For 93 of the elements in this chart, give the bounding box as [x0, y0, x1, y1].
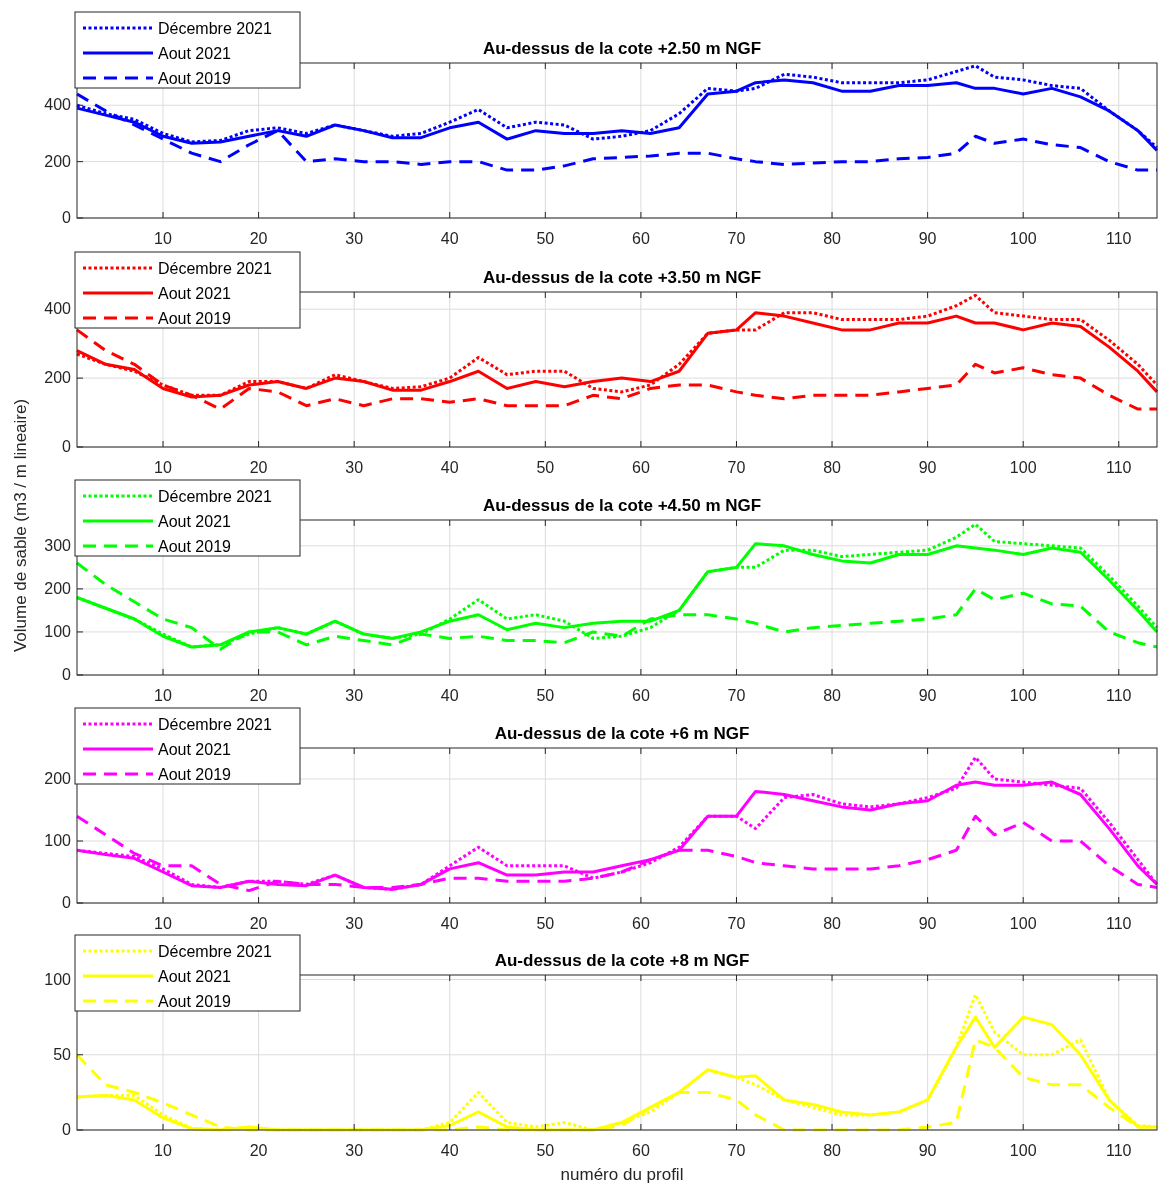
legend-label: Aout 2021: [158, 513, 232, 530]
x-tick-label: 20: [249, 459, 268, 476]
y-tick-label: 0: [62, 209, 72, 226]
y-tick-label: 100: [44, 832, 72, 849]
legend-label: Aout 2021: [158, 968, 232, 985]
legend-label: Décembre 2021: [158, 488, 272, 505]
legend-label: Décembre 2021: [158, 716, 272, 733]
x-tick-label: 70: [727, 459, 746, 476]
x-tick-label: 40: [440, 459, 459, 476]
x-tick-label: 110: [1106, 230, 1132, 247]
x-tick-label: 10: [154, 1142, 173, 1159]
y-axis-title: Volume de sable (m3 / m lineaire): [11, 398, 30, 653]
y-tick-label: 400: [44, 96, 72, 114]
legend-label: Décembre 2021: [158, 260, 272, 277]
x-tick-label: 20: [249, 1142, 268, 1159]
x-tick-label: 60: [632, 459, 650, 476]
y-tick-label: 0: [62, 1121, 72, 1138]
x-tick-label: 60: [632, 230, 650, 247]
x-tick-label: 90: [918, 459, 937, 476]
x-tick-label: 40: [440, 230, 459, 247]
y-tick-label: 200: [44, 579, 72, 597]
x-tick-label: 40: [440, 915, 459, 932]
x-tick-label: 10: [154, 230, 173, 247]
legend-label: Aout 2021: [158, 45, 232, 62]
y-tick-label: 0: [62, 666, 72, 683]
y-tick-label: 200: [44, 770, 72, 787]
x-tick-label: 60: [632, 915, 650, 932]
y-tick-label: 50: [53, 1045, 72, 1063]
x-tick-label: 90: [918, 687, 937, 704]
x-tick-label: 90: [918, 915, 937, 932]
legend-label: Aout 2019: [158, 70, 232, 87]
x-tick-label: 70: [727, 230, 746, 247]
x-tick-label: 110: [1106, 1142, 1132, 1159]
x-tick-label: 10: [154, 459, 173, 476]
chart-title: Au-dessus de la cote +6 m NGF: [494, 724, 750, 743]
x-tick-label: 50: [536, 230, 555, 247]
x-tick-label: 70: [727, 1142, 746, 1159]
chart-title: Au-dessus de la cote +4.50 m NGF: [482, 496, 762, 515]
y-tick-label: 100: [44, 970, 72, 988]
y-tick-label: 100: [44, 622, 72, 640]
y-tick-label: 400: [44, 300, 72, 318]
legend-label: Décembre 2021: [158, 943, 272, 960]
legend-label: Décembre 2021: [158, 20, 272, 37]
x-tick-label: 100: [1009, 230, 1037, 247]
x-tick-label: 70: [727, 915, 746, 932]
x-tick-label: 90: [918, 1142, 937, 1159]
legend-label: Aout 2021: [158, 741, 232, 758]
x-tick-label: 60: [632, 687, 650, 704]
y-tick-label: 200: [44, 369, 72, 387]
x-tick-label: 110: [1106, 687, 1132, 704]
x-tick-label: 80: [823, 230, 842, 247]
chart-title: Au-dessus de la cote +8 m NGF: [494, 951, 750, 970]
x-tick-label: 70: [727, 687, 746, 704]
y-tick-label: 0: [62, 438, 72, 455]
legend-label: Aout 2019: [158, 993, 232, 1010]
x-tick-label: 30: [345, 230, 364, 247]
x-tick-label: 50: [536, 687, 555, 704]
x-tick-label: 10: [154, 687, 173, 704]
chart-title: Au-dessus de la cote +3.50 m NGF: [482, 268, 762, 287]
x-tick-label: 90: [918, 230, 937, 247]
x-tick-label: 100: [1009, 1142, 1037, 1159]
x-tick-label: 110: [1106, 459, 1132, 476]
x-tick-label: 50: [536, 915, 555, 932]
x-axis-title: numéro du profil: [560, 1165, 684, 1184]
chart-title: Au-dessus de la cote +2.50 m NGF: [482, 39, 762, 58]
x-tick-label: 80: [823, 687, 842, 704]
x-tick-label: 10: [154, 915, 173, 932]
x-tick-label: 40: [440, 687, 459, 704]
x-tick-label: 100: [1009, 687, 1037, 704]
legend-label: Aout 2019: [158, 766, 232, 783]
x-tick-label: 100: [1009, 459, 1037, 476]
x-tick-label: 30: [345, 1142, 364, 1159]
y-tick-label: 300: [44, 536, 72, 554]
x-tick-label: 30: [345, 915, 364, 932]
x-tick-label: 80: [823, 459, 842, 476]
x-tick-label: 100: [1009, 915, 1037, 932]
x-tick-label: 40: [440, 1142, 459, 1159]
x-tick-label: 30: [345, 459, 364, 476]
y-tick-label: 0: [62, 894, 72, 911]
x-tick-label: 50: [536, 1142, 555, 1159]
y-tick-label: 200: [44, 152, 72, 170]
x-tick-label: 50: [536, 459, 555, 476]
x-tick-label: 80: [823, 1142, 842, 1159]
x-tick-label: 60: [632, 1142, 650, 1159]
x-tick-label: 20: [249, 230, 268, 247]
legend-label: Aout 2019: [158, 310, 232, 327]
legend-label: Aout 2021: [158, 285, 232, 302]
legend-label: Aout 2019: [158, 538, 232, 555]
x-tick-label: 20: [249, 915, 268, 932]
x-tick-label: 110: [1106, 915, 1132, 932]
x-tick-label: 20: [249, 687, 268, 704]
x-tick-label: 30: [345, 687, 364, 704]
x-tick-label: 80: [823, 915, 842, 932]
